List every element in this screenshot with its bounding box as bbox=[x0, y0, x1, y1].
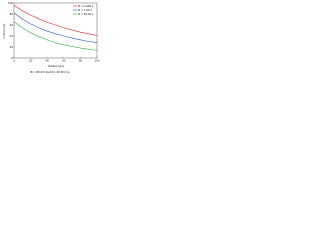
x-tick-label: 60 bbox=[62, 58, 66, 62]
x-tick-label: 40 bbox=[46, 58, 50, 62]
y-axis-label: Current (A) bbox=[2, 24, 6, 39]
x-axis-label: Radius [cm] bbox=[48, 64, 64, 68]
y-tick-label: 0 bbox=[11, 56, 13, 60]
series-line bbox=[13, 21, 98, 51]
chart: Current (A) Radius [cm] Bi = 80.2% Fe2O3… bbox=[2, 1, 100, 74]
x-tick-label: 100 bbox=[94, 58, 99, 62]
legend-label: R = 1.00 s bbox=[78, 8, 92, 12]
y-tick-label: 40 bbox=[10, 34, 14, 38]
y-tick-label: 60 bbox=[10, 23, 14, 27]
x-tick-label: 80 bbox=[79, 58, 83, 62]
y-tick-label: 20 bbox=[10, 45, 14, 49]
x-tick-label: 20 bbox=[29, 58, 33, 62]
caption: Bi = 80.2% Fe2O3, 40.9% Co bbox=[30, 70, 70, 74]
series-line bbox=[13, 4, 98, 36]
legend-label: R = 0.025 s bbox=[78, 4, 94, 8]
series-line bbox=[13, 12, 98, 43]
y-tick-label: 100 bbox=[8, 1, 13, 5]
y-tick-label: 80 bbox=[10, 12, 14, 16]
legend-label: R = 50.00 s bbox=[78, 12, 94, 16]
x-tick-label: 0 bbox=[13, 58, 15, 62]
plot-frame bbox=[13, 2, 98, 59]
